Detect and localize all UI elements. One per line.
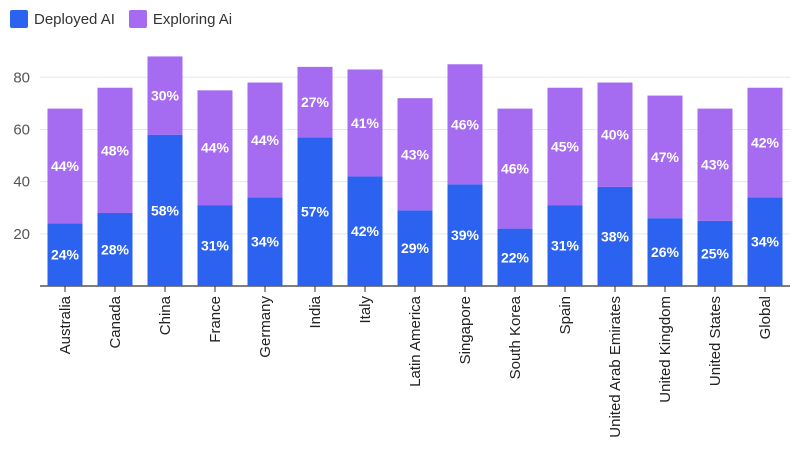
bar-segment-deployed <box>747 197 783 286</box>
legend-item-deployed[interactable]: Deployed AI <box>10 10 115 28</box>
category-label: United States <box>707 296 724 386</box>
bar-segment-deployed <box>347 176 383 286</box>
data-label: 34% <box>751 234 780 250</box>
data-label: 38% <box>601 228 630 244</box>
bar-segment-exploring <box>147 56 183 135</box>
data-label: 34% <box>251 234 280 250</box>
data-label: 45% <box>551 138 580 154</box>
chart-legend: Deployed AI Exploring Ai <box>10 10 232 28</box>
y-tick-label: 60 <box>13 121 30 138</box>
data-label: 42% <box>751 135 780 151</box>
legend-label-deployed: Deployed AI <box>34 10 115 28</box>
data-label: 41% <box>351 115 380 131</box>
bar-segment-exploring <box>347 69 383 177</box>
data-label: 43% <box>401 146 430 162</box>
category-label: Spain <box>557 296 574 334</box>
data-label: 47% <box>651 149 680 165</box>
data-label: 40% <box>601 127 630 143</box>
category-label: Germany <box>257 296 274 358</box>
bar-segment-deployed <box>697 220 733 286</box>
category-label: South Korea <box>507 295 524 379</box>
data-label: 58% <box>151 202 180 218</box>
category-label: Australia <box>57 295 74 354</box>
bar-segment-deployed <box>47 223 83 286</box>
bar-segment-deployed <box>647 218 683 286</box>
bar-segment-exploring <box>547 87 583 206</box>
bar-segment-exploring <box>97 87 133 213</box>
bar-segment-exploring <box>447 64 483 185</box>
bar-segment-exploring <box>397 98 433 211</box>
bar-segment-exploring <box>297 66 333 138</box>
category-label: France <box>207 296 224 343</box>
bar-segment-deployed <box>597 186 633 286</box>
data-label: 29% <box>401 240 430 256</box>
category-label: China <box>157 295 174 335</box>
category-label: United Arab Emirates <box>607 296 624 438</box>
data-label: 30% <box>151 88 180 104</box>
y-tick-label: 20 <box>13 226 30 243</box>
data-label: 48% <box>101 142 130 158</box>
category-label: Latin America <box>407 295 424 387</box>
y-tick-label: 80 <box>13 69 30 86</box>
data-label: 42% <box>351 223 380 239</box>
bar-segment-exploring <box>697 108 733 221</box>
data-label: 24% <box>51 247 80 263</box>
bar-segment-deployed <box>147 134 183 286</box>
bar-segment-exploring <box>497 108 533 229</box>
data-label: 31% <box>551 238 580 254</box>
bar-segment-exploring <box>197 90 233 206</box>
bar-segment-deployed <box>497 228 533 286</box>
data-label: 22% <box>501 249 530 265</box>
bar-segment-exploring <box>747 87 783 198</box>
bar-segment-exploring <box>47 108 83 224</box>
data-label: 26% <box>651 244 680 260</box>
legend-swatch-exploring <box>128 10 147 28</box>
bar-segment-deployed <box>97 212 133 286</box>
data-label: 44% <box>51 158 80 174</box>
data-label: 25% <box>701 245 730 261</box>
data-label: 44% <box>201 140 230 156</box>
bar-segment-deployed <box>297 137 333 286</box>
category-label: India <box>307 295 324 328</box>
bar-segment-deployed <box>547 205 583 286</box>
data-label: 44% <box>251 132 280 148</box>
data-label: 39% <box>451 227 480 243</box>
category-label: Singapore <box>457 296 474 364</box>
data-label: 57% <box>301 204 330 220</box>
category-label: United Kingdom <box>657 296 674 403</box>
data-label: 27% <box>301 94 330 110</box>
bar-segment-deployed <box>447 184 483 286</box>
category-label: Canada <box>107 295 124 348</box>
bar-segment-deployed <box>247 197 283 286</box>
legend-item-exploring[interactable]: Exploring Ai <box>128 10 233 28</box>
bar-segment-exploring <box>247 82 283 198</box>
category-label: Global <box>757 296 774 339</box>
bar-segment-deployed <box>397 210 433 286</box>
legend-swatch-deployed <box>10 10 28 28</box>
legend-label-exploring: Exploring Ai <box>152 10 233 28</box>
category-label: Italy <box>357 296 374 324</box>
data-label: 28% <box>101 241 130 257</box>
data-label: 31% <box>201 238 230 254</box>
data-label: 46% <box>451 116 480 132</box>
y-tick-label: 40 <box>13 174 30 191</box>
bar-segment-exploring <box>597 82 633 187</box>
bar-segment-exploring <box>647 95 683 219</box>
data-label: 46% <box>501 161 530 177</box>
bar-segment-deployed <box>197 205 233 286</box>
data-label: 43% <box>701 157 730 173</box>
